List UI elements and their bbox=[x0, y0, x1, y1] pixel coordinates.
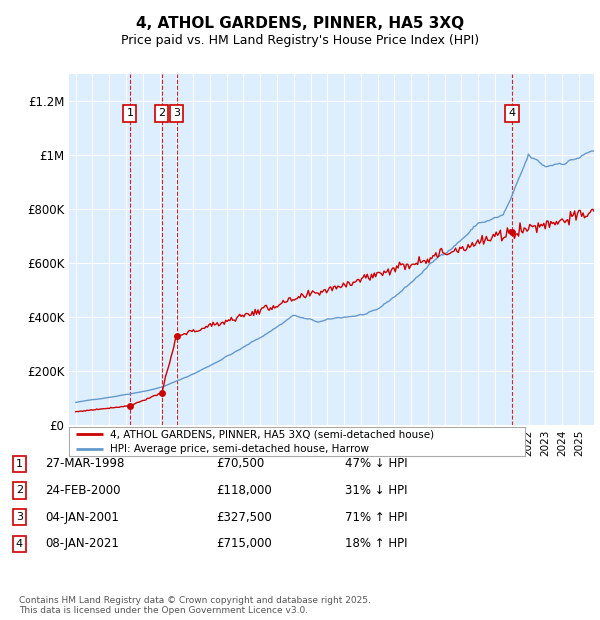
Text: Price paid vs. HM Land Registry's House Price Index (HPI): Price paid vs. HM Land Registry's House … bbox=[121, 34, 479, 47]
Text: 31% ↓ HPI: 31% ↓ HPI bbox=[345, 484, 407, 497]
Text: 3: 3 bbox=[173, 108, 180, 118]
Text: £118,000: £118,000 bbox=[216, 484, 272, 497]
Text: 2: 2 bbox=[16, 485, 23, 495]
Text: 2: 2 bbox=[158, 108, 166, 118]
Text: HPI: Average price, semi-detached house, Harrow: HPI: Average price, semi-detached house,… bbox=[110, 445, 369, 454]
Text: 18% ↑ HPI: 18% ↑ HPI bbox=[345, 538, 407, 550]
Text: 47% ↓ HPI: 47% ↓ HPI bbox=[345, 458, 407, 470]
Text: 4, ATHOL GARDENS, PINNER, HA5 3XQ (semi-detached house): 4, ATHOL GARDENS, PINNER, HA5 3XQ (semi-… bbox=[110, 430, 434, 440]
Text: 24-FEB-2000: 24-FEB-2000 bbox=[45, 484, 121, 497]
Text: 1: 1 bbox=[127, 108, 133, 118]
Text: 27-MAR-1998: 27-MAR-1998 bbox=[45, 458, 124, 470]
Text: 4, ATHOL GARDENS, PINNER, HA5 3XQ: 4, ATHOL GARDENS, PINNER, HA5 3XQ bbox=[136, 16, 464, 30]
Text: Contains HM Land Registry data © Crown copyright and database right 2025.
This d: Contains HM Land Registry data © Crown c… bbox=[19, 596, 371, 615]
Text: 3: 3 bbox=[16, 512, 23, 522]
Text: 08-JAN-2021: 08-JAN-2021 bbox=[45, 538, 119, 550]
Text: 4: 4 bbox=[509, 108, 516, 118]
Text: 04-JAN-2001: 04-JAN-2001 bbox=[45, 511, 119, 523]
Text: 4: 4 bbox=[16, 539, 23, 549]
Text: 1: 1 bbox=[16, 459, 23, 469]
Text: £327,500: £327,500 bbox=[216, 511, 272, 523]
Text: 71% ↑ HPI: 71% ↑ HPI bbox=[345, 511, 407, 523]
Text: £715,000: £715,000 bbox=[216, 538, 272, 550]
Text: £70,500: £70,500 bbox=[216, 458, 264, 470]
